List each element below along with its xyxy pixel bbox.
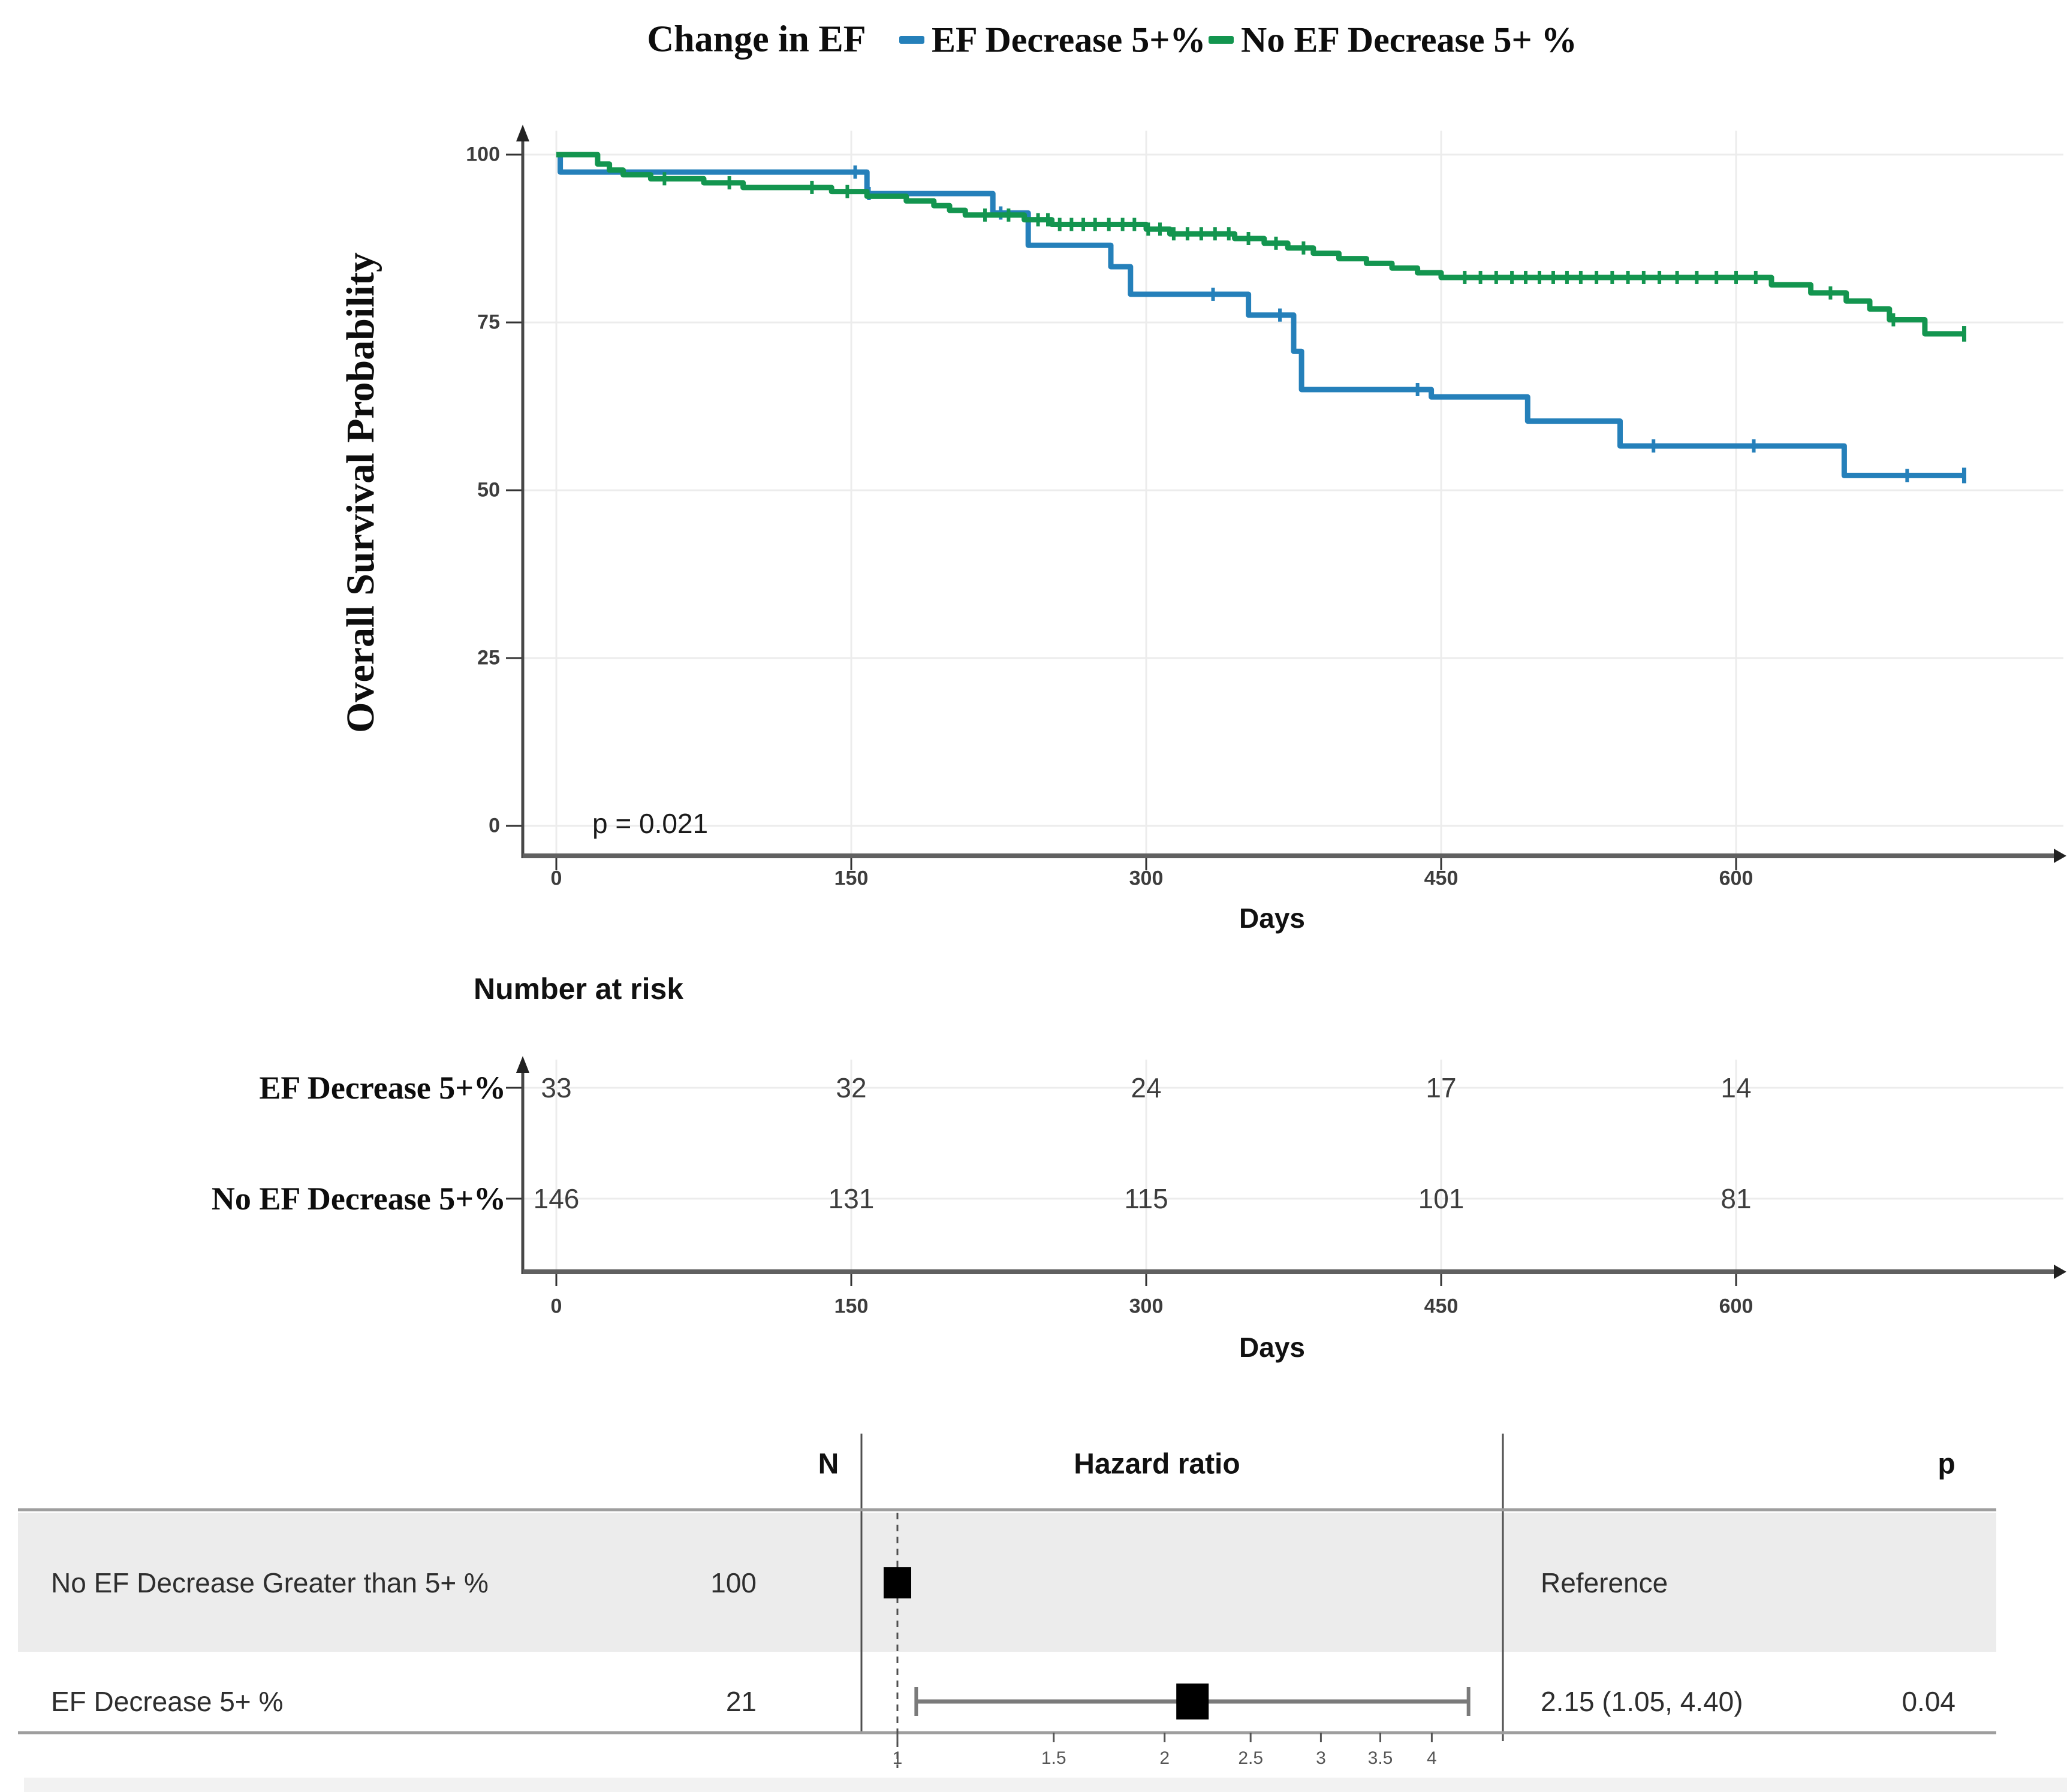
forest-n-value: 100 [710,1567,757,1598]
x-tick-label: 0 [550,867,562,890]
forest-tick-label: 2 [1159,1748,1170,1768]
legend-label-ef-decrease: EF Decrease 5+% [932,20,1206,60]
risk-count: 33 [541,1072,572,1103]
legend-swatch-no-ef-decrease [1209,36,1234,44]
risk-y-axis-arrow [516,1056,529,1073]
risk-row-label: EF Decrease 5+% [259,1070,506,1106]
risk-count: 14 [1721,1072,1752,1103]
risk-count: 24 [1131,1072,1162,1103]
km-x-axis-arrow [2054,849,2066,863]
risk-count: 81 [1721,1183,1752,1214]
p-value-label: p = 0.021 [592,808,709,839]
forest-col-header-hazard: Hazard ratio [1074,1448,1240,1480]
risk-count: 131 [828,1183,875,1214]
risk-x-axis-arrow [2054,1265,2066,1279]
risk-count: 17 [1426,1072,1457,1103]
forest-col-header-p: p [1938,1448,1955,1480]
forest-hr-square [1176,1684,1209,1719]
forest-tick-label: 3.5 [1367,1748,1393,1768]
forest-n-value: 21 [725,1686,757,1717]
risk-count: 115 [1124,1183,1168,1214]
forest-tick-label: 1 [892,1748,903,1768]
footer-band [24,1778,2067,1792]
risk-count: 101 [1418,1183,1465,1214]
forest-row-label: No EF Decrease Greater than 5+ % [51,1567,489,1598]
x-tick-label: 600 [1719,867,1753,890]
y-tick-label: 100 [466,143,500,166]
chart-title: Change in EF [647,19,866,60]
y-tick-label: 0 [489,814,500,837]
risk-x-tick-label: 450 [1424,1295,1459,1318]
legend-swatch-ef-decrease [899,36,924,44]
forest-hr-text: 2.15 (1.05, 4.40) [1541,1686,1743,1717]
x-tick-label: 450 [1424,867,1459,890]
risk-x-tick-label: 0 [550,1295,562,1318]
forest-tick-label: 2.5 [1238,1748,1264,1768]
risk-x-tick-label: 300 [1129,1295,1164,1318]
risk-x-tick-label: 600 [1719,1295,1753,1318]
risk-x-tick-label: 150 [834,1295,869,1318]
y-tick-label: 75 [477,310,500,334]
x-axis-title-main: Days [1239,903,1305,934]
forest-tick-label: 4 [1427,1748,1437,1768]
forest-row-shade [18,1513,1996,1652]
forest-row-label: EF Decrease 5+ % [51,1686,284,1717]
x-tick-label: 300 [1129,867,1164,890]
y-axis-title: Overall Survival Probability [339,252,382,733]
forest-hr-square [884,1567,911,1598]
forest-hr-text: Reference [1541,1567,1668,1598]
forest-tick-label: 1.5 [1041,1748,1066,1768]
forest-col-header-n: N [818,1448,839,1480]
y-tick-label: 50 [477,478,500,502]
x-axis-title-risk: Days [1239,1332,1305,1363]
risk-count: 146 [533,1183,580,1214]
forest-p-value: 0.04 [1902,1686,1955,1717]
risk-table-title: Number at risk [474,972,684,1006]
x-tick-label: 150 [834,867,869,890]
km-curve-0 [556,152,1964,478]
legend-label-no-ef-decrease: No EF Decrease 5+ % [1241,20,1577,60]
risk-row-label: No EF Decrease 5+% [211,1181,506,1217]
km-curve-1 [556,152,1964,337]
forest-tick-label: 3 [1316,1748,1326,1768]
y-tick-label: 25 [477,646,500,669]
km-y-axis-arrow [516,125,529,141]
risk-count: 32 [836,1072,867,1103]
